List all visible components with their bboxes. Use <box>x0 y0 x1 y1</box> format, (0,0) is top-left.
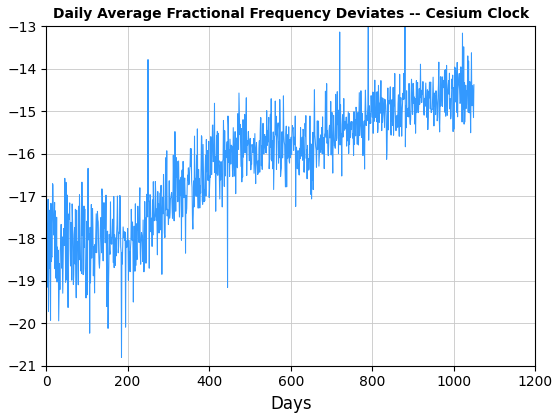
X-axis label: Days: Days <box>270 395 311 413</box>
Title: Daily Average Fractional Frequency Deviates -- Cesium Clock: Daily Average Fractional Frequency Devia… <box>53 7 529 21</box>
